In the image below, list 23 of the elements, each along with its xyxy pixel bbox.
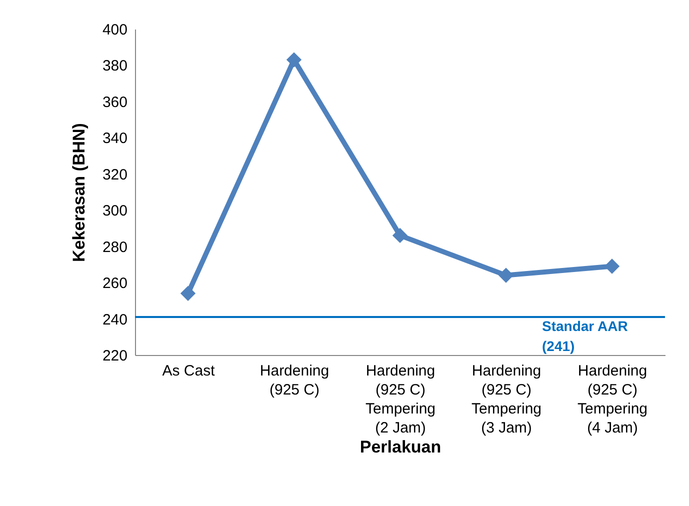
point	[180, 286, 196, 302]
x-tick-label: Hardening (925 C) Tempering (2 Jam)	[365, 362, 436, 436]
y-tick-label: 340	[102, 130, 128, 148]
y-tick-label: 400	[102, 22, 128, 38]
point	[286, 52, 302, 68]
y-tick-label: 280	[102, 238, 128, 256]
x-tick-label: Hardening (925 C)	[260, 362, 330, 398]
x-tick-label: As Cast	[162, 362, 216, 380]
point	[498, 268, 514, 283]
y-tick-label: 320	[102, 166, 128, 184]
x-tick-label: Hardening (925 C) Tempering (4 Jam)	[577, 362, 648, 436]
y-tick-label: 300	[102, 202, 128, 220]
x-tick-label: Hardening (925 C) Tempering (3 Jam)	[471, 362, 542, 436]
y-axis-title: Kekerasan (BHN)	[69, 123, 88, 262]
point	[604, 258, 620, 274]
point	[392, 228, 408, 244]
y-tick-label: 360	[102, 94, 128, 111]
y-tick-label: 380	[102, 58, 128, 75]
y-tick-label: 220	[102, 348, 128, 364]
ref-line-label: Standar AAR (241)	[542, 318, 628, 354]
y-tick-label: 260	[102, 275, 128, 292]
y-tick-label: 240	[102, 311, 128, 328]
x-axis-title: Perlakuan	[360, 438, 442, 456]
